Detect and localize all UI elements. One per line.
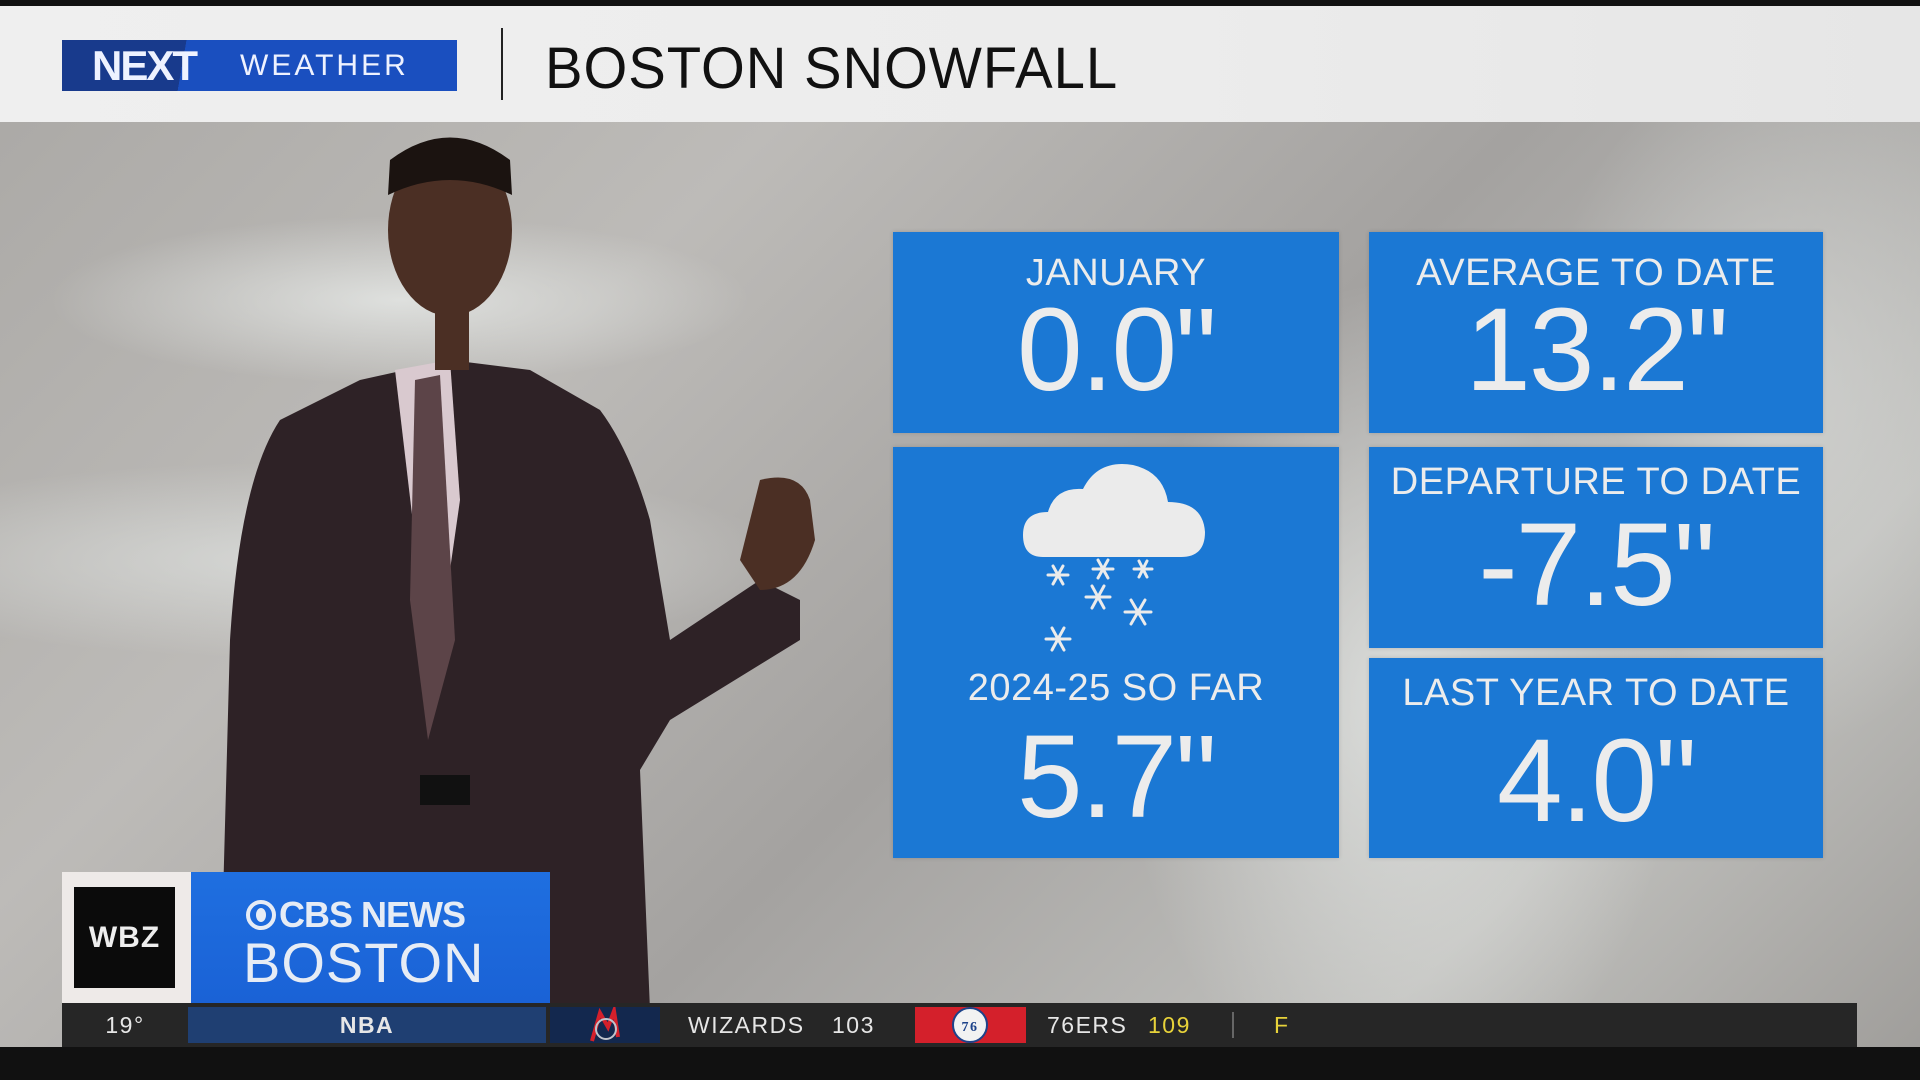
tile-value: 13.2": [1465, 284, 1729, 416]
cbs-news-boston-panel: CBS NEWS BOSTON: [191, 872, 550, 1003]
tile-label: LAST YEAR TO DATE: [1402, 672, 1790, 714]
ticker-team1-name: WIZARDS: [688, 1012, 805, 1038]
tile-january: JANUARY 0.0": [893, 232, 1339, 433]
ticker-league: NBA: [188, 1007, 546, 1043]
ticker-separator: [1232, 1012, 1234, 1038]
ticker-team2-score: 109: [1148, 1012, 1191, 1038]
bottom-bar: [0, 1047, 1920, 1080]
cloud-snow-icon: [1023, 464, 1205, 652]
weather-logo-text: WEATHER: [240, 48, 409, 82]
top-strip: [0, 0, 1920, 6]
76ers-logo-icon: 76: [915, 1007, 1026, 1043]
header-divider: [501, 28, 503, 100]
next-logo-text: NEXT: [62, 40, 226, 91]
presenter-figure: [220, 137, 815, 1010]
tile-value: -7.5": [1478, 499, 1715, 631]
tile-value: 0.0": [1017, 284, 1217, 416]
station-bug: WBZ CBS NEWS BOSTON: [62, 872, 550, 1003]
ticker-game-status: F: [1274, 1012, 1290, 1038]
svg-text:76: 76: [962, 1020, 979, 1035]
tile-label: AVERAGE TO DATE: [1416, 252, 1776, 294]
tile-season-so-far: 2024-25 SO FAR 5.7": [893, 447, 1339, 858]
tile-label: JANUARY: [1025, 252, 1207, 294]
ticker-team1-score: 103: [832, 1012, 875, 1038]
ticker-team2-name: 76ERS: [1047, 1012, 1128, 1038]
tile-average-to-date: AVERAGE TO DATE 13.2": [1369, 232, 1823, 433]
wbz-logo: WBZ: [74, 887, 175, 988]
tile-last-year-to-date: LAST YEAR TO DATE 4.0": [1369, 658, 1823, 858]
tile-value: 5.7": [1017, 711, 1217, 843]
network-name: CBS NEWS: [279, 894, 466, 935]
page-title: BOSTON SNOWFALL: [545, 36, 1119, 101]
cbs-eye-icon: [246, 900, 276, 930]
score-ticker: 19° NBA WIZARDS 103 76 76ERS 109 F: [62, 1003, 1857, 1047]
bug-left-panel: WBZ: [62, 872, 191, 1003]
tile-label: 2024-25 SO FAR: [967, 667, 1265, 709]
header-bar: NEXT WEATHER BOSTON SNOWFALL: [0, 6, 1920, 122]
next-weather-logo: NEXT WEATHER: [62, 40, 457, 91]
tile-label: DEPARTURE TO DATE: [1390, 461, 1802, 503]
wizards-logo-icon: [550, 1003, 660, 1043]
cbs-news-label: CBS NEWS: [246, 894, 466, 936]
ticker-temperature: 19°: [105, 1012, 145, 1038]
tile-departure-to-date: DEPARTURE TO DATE -7.5": [1369, 447, 1823, 648]
city-name: BOSTON: [243, 931, 485, 994]
tile-value: 4.0": [1497, 715, 1697, 847]
